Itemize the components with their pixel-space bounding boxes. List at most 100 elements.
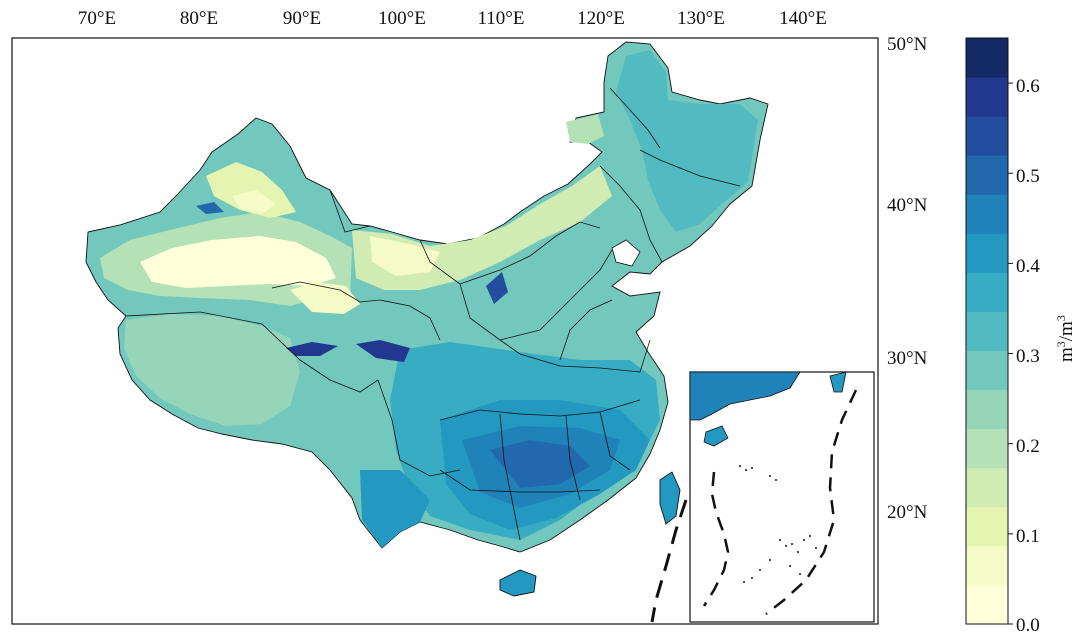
inset-dashed-line-west xyxy=(702,471,730,607)
colorbar-cell xyxy=(966,545,1008,586)
lon-label: 70°E xyxy=(78,8,116,29)
field-patch xyxy=(140,236,336,288)
province-line xyxy=(271,281,441,341)
reef-dot xyxy=(751,577,753,579)
reef-dot xyxy=(775,479,777,481)
reef-dot xyxy=(769,475,771,477)
china-soil-moisture-field xyxy=(85,41,769,553)
province-line xyxy=(499,413,521,541)
province-line xyxy=(609,87,661,149)
province-line xyxy=(459,221,601,285)
lat-label: 40°N xyxy=(887,195,928,216)
islands xyxy=(499,239,681,597)
province-line xyxy=(377,379,461,477)
lon-label: 140°E xyxy=(779,8,827,29)
field-patch xyxy=(490,440,590,488)
reef-dot xyxy=(797,551,799,553)
taiwan-island xyxy=(659,471,681,525)
province-line xyxy=(639,149,741,187)
field-patch xyxy=(360,470,430,548)
province-line xyxy=(639,339,651,373)
lat-label: 20°N xyxy=(887,502,928,523)
longitude-axis: 70°E 80°E 90°E 100°E 110°E 120°E 130°E 1… xyxy=(78,8,827,29)
reef-dot xyxy=(739,465,741,467)
colorbar-tick-label: 0.0 xyxy=(1016,615,1040,636)
colorbar-cell xyxy=(966,428,1008,469)
province-line xyxy=(419,239,521,355)
inset-reef-dots xyxy=(739,465,817,583)
colorbar-cell xyxy=(966,194,1008,234)
colorbar-tick-label: 0.2 xyxy=(1016,436,1040,457)
colorbar-cell xyxy=(966,350,1008,391)
colorbar-tick-label: 0.5 xyxy=(1016,166,1040,187)
lon-label: 90°E xyxy=(283,8,321,29)
colorbar-unit-label: m3/m3 xyxy=(1054,315,1077,362)
province-boundaries xyxy=(125,87,741,541)
lat-label: 50°N xyxy=(887,34,928,55)
field-patch xyxy=(370,236,440,276)
field-patch xyxy=(290,282,360,314)
colorbar-cell xyxy=(966,311,1008,352)
province-line xyxy=(329,189,371,233)
reef-dot xyxy=(769,559,771,561)
hainan-island xyxy=(499,569,537,597)
reef-dot xyxy=(751,467,753,469)
inset-taiwan xyxy=(829,371,847,393)
reef-dot xyxy=(803,539,805,541)
province-line xyxy=(599,411,631,471)
colorbar-tick-label: 0.3 xyxy=(1016,346,1040,367)
field-patch xyxy=(124,314,300,426)
province-line xyxy=(125,311,379,393)
latitude-axis: 50°N 40°N 30°N 20°N xyxy=(887,34,928,523)
field-patch xyxy=(616,50,758,232)
colorbar: 0.0 0.1 0.2 0.3 0.4 0.5 0.6 m3/m3 xyxy=(965,37,1077,636)
lon-label: 100°E xyxy=(378,8,426,29)
reef-dot xyxy=(779,539,781,541)
field-patch xyxy=(566,114,604,144)
colorbar-cell xyxy=(966,77,1008,117)
reef-dot xyxy=(759,569,761,571)
colorbar-cell xyxy=(966,272,1008,312)
colorbar-cell xyxy=(966,467,1008,508)
lat-label: 30°N xyxy=(887,348,928,369)
reef-dot xyxy=(785,545,787,547)
field-patch xyxy=(356,340,410,362)
field-patch xyxy=(486,272,508,304)
lon-label: 120°E xyxy=(577,8,625,29)
reef-dot xyxy=(791,543,793,545)
province-line xyxy=(559,299,613,361)
reef-dot xyxy=(743,581,745,583)
colorbar-cell xyxy=(966,155,1008,195)
province-line xyxy=(439,469,601,493)
colorbar-frame xyxy=(965,37,1009,625)
inset-frame xyxy=(689,371,875,623)
reef-dot xyxy=(815,547,817,549)
lon-label: 130°E xyxy=(677,8,725,29)
field-patch xyxy=(232,190,276,214)
colorbar-tick-label: 0.1 xyxy=(1016,526,1040,547)
colorbar-tick-label: 0.6 xyxy=(1016,76,1040,97)
inset-map xyxy=(689,371,875,623)
reef-dot xyxy=(789,565,791,567)
lon-label: 80°E xyxy=(180,8,218,29)
field-patch xyxy=(286,342,338,356)
colorbar-cell xyxy=(966,116,1008,156)
colorbar-cell xyxy=(966,389,1008,430)
colorbar-cells xyxy=(966,38,1008,625)
field-patch xyxy=(196,202,224,214)
province-line xyxy=(599,165,663,263)
reef-dot xyxy=(799,573,801,575)
colorbar-tick-label: 0.4 xyxy=(1016,256,1040,277)
bohai-sea xyxy=(611,239,641,267)
inset-mainland xyxy=(689,371,801,421)
lon-label: 110°E xyxy=(478,8,525,29)
province-line xyxy=(519,353,641,373)
province-line xyxy=(439,399,641,421)
inset-hainan xyxy=(703,425,729,447)
colorbar-cell xyxy=(966,233,1008,273)
province-line xyxy=(565,415,581,501)
province-line xyxy=(499,249,613,341)
reef-dot xyxy=(745,469,747,471)
colorbar-cell xyxy=(966,584,1008,625)
